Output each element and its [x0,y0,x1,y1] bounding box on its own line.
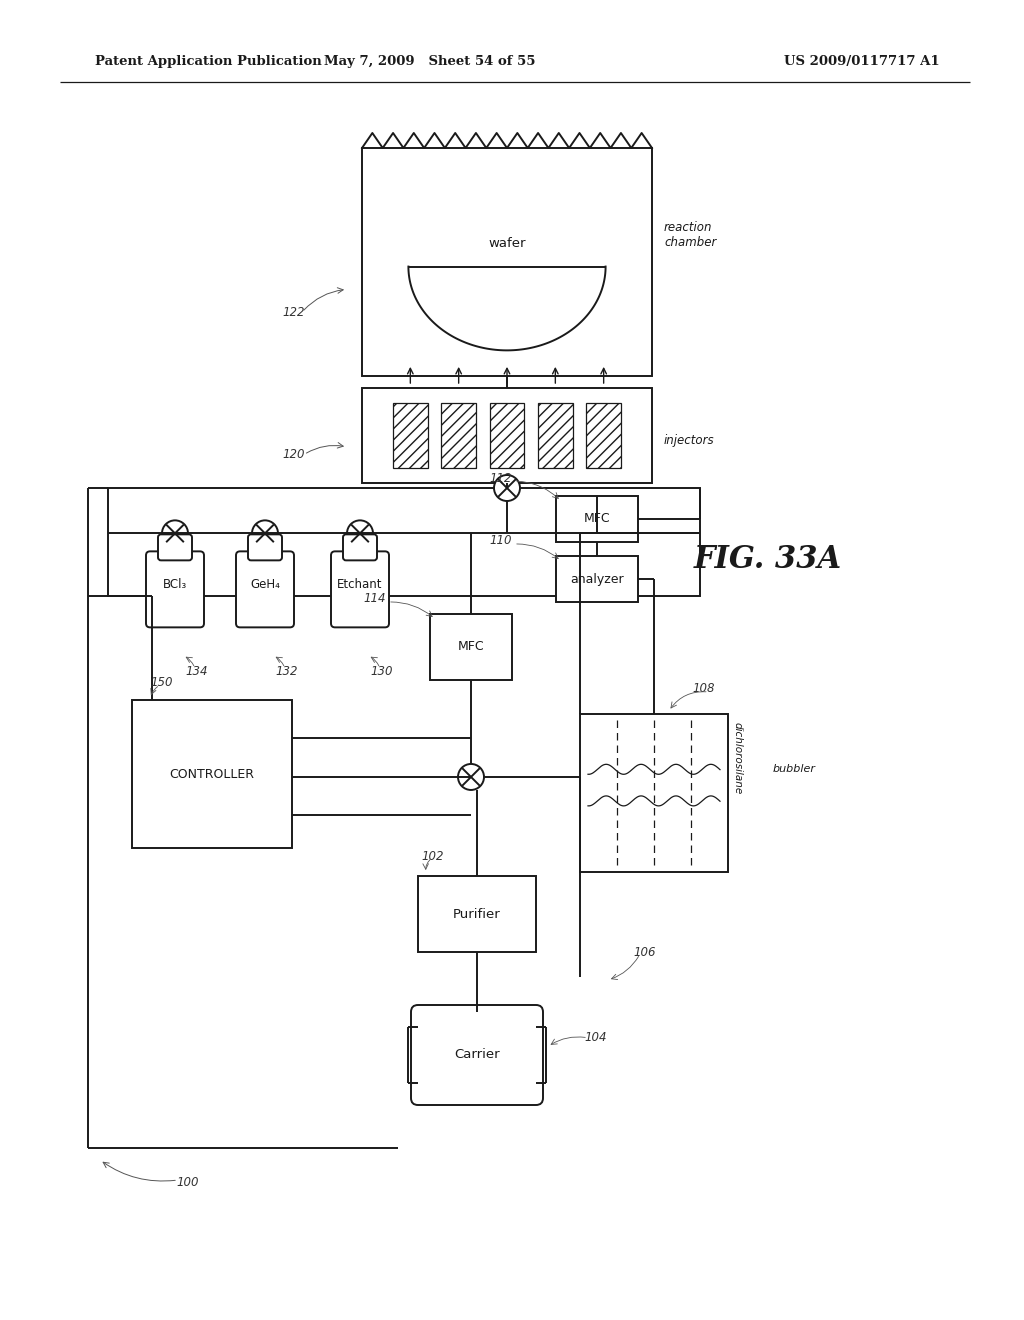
Circle shape [162,520,188,546]
FancyBboxPatch shape [248,535,282,561]
Text: GeH₄: GeH₄ [250,578,280,591]
Text: 120: 120 [283,447,305,461]
Text: Carrier: Carrier [455,1048,500,1061]
Text: BCl₃: BCl₃ [163,578,187,591]
Bar [556,496,638,543]
Text: FIG. 33A: FIG. 33A [694,544,842,576]
Text: reaction
chamber: reaction chamber [664,220,717,248]
Bar [393,403,428,467]
Text: dichlorosilane: dichlorosilane [733,722,743,795]
Text: 112: 112 [489,471,512,484]
Text: analyzer: analyzer [570,573,624,586]
Text: 114: 114 [364,593,386,606]
Bar [556,556,638,602]
Text: 108: 108 [693,682,715,696]
Text: Purifier: Purifier [454,908,501,920]
FancyBboxPatch shape [158,535,193,561]
Text: 104: 104 [585,1031,607,1044]
Bar [362,388,652,483]
Text: MFC: MFC [584,512,610,525]
Text: Patent Application Publication: Patent Application Publication [95,55,322,69]
Circle shape [347,520,373,546]
Text: 100: 100 [177,1176,200,1189]
Bar [538,403,572,467]
Bar [362,148,652,376]
FancyBboxPatch shape [343,535,377,561]
Text: bubbler: bubbler [773,764,816,775]
Text: 106: 106 [634,945,656,958]
FancyBboxPatch shape [236,552,294,627]
Text: 150: 150 [151,676,173,689]
Text: 130: 130 [371,665,393,678]
Bar [108,488,700,597]
Text: 122: 122 [283,306,305,318]
FancyBboxPatch shape [411,1005,543,1105]
Bar [441,403,476,467]
Text: May 7, 2009   Sheet 54 of 55: May 7, 2009 Sheet 54 of 55 [325,55,536,69]
Circle shape [494,475,520,502]
Bar [580,714,728,873]
FancyBboxPatch shape [331,552,389,627]
Text: Etchant: Etchant [337,578,383,591]
Text: CONTROLLER: CONTROLLER [170,767,255,780]
Bar [489,403,524,467]
Bar [430,614,512,680]
Bar [132,700,292,847]
Text: wafer: wafer [488,238,525,251]
Text: injectors: injectors [664,434,715,446]
Circle shape [458,764,484,789]
Text: US 2009/0117717 A1: US 2009/0117717 A1 [784,55,940,69]
Text: 132: 132 [275,665,298,678]
Circle shape [252,520,278,546]
Bar [587,403,622,467]
Text: MFC: MFC [458,640,484,653]
Text: 110: 110 [489,535,512,548]
Text: 134: 134 [185,665,208,678]
Text: 102: 102 [422,850,444,862]
Bar [418,876,536,952]
FancyBboxPatch shape [146,552,204,627]
